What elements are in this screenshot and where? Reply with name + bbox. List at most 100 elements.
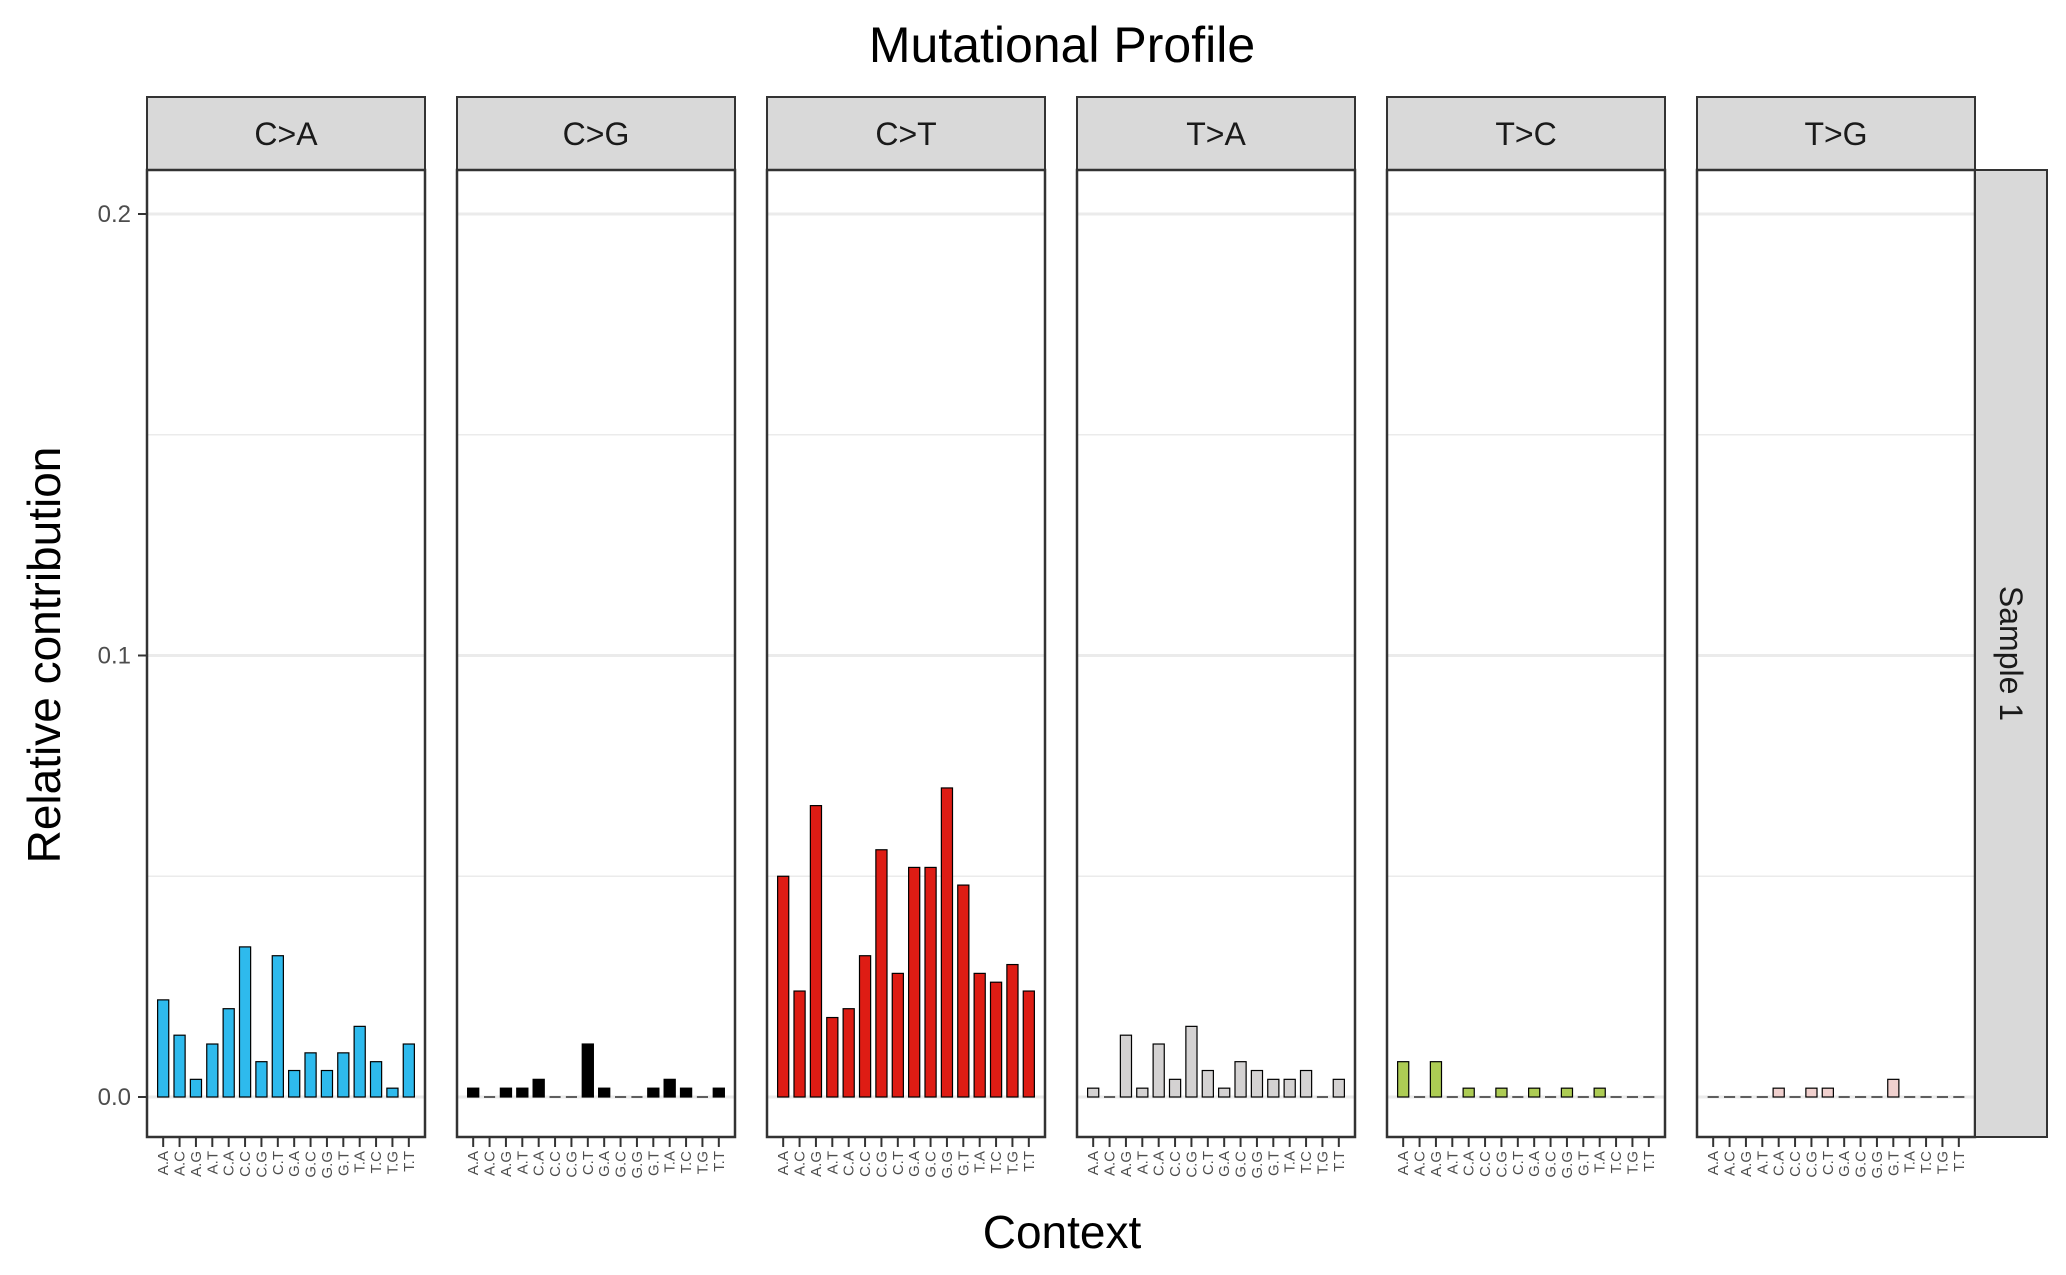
x-tick-label: T.C bbox=[1918, 1151, 1935, 1174]
x-tick-label: A.T bbox=[1754, 1151, 1771, 1174]
bar bbox=[1772, 1087, 1785, 1098]
x-tick-label: T.G bbox=[1624, 1151, 1641, 1174]
bar bbox=[320, 1069, 334, 1098]
x-tick-label: C.C bbox=[237, 1151, 254, 1177]
panel-border bbox=[1385, 168, 1667, 1139]
bar bbox=[532, 1078, 545, 1098]
x-tick-label: T.T bbox=[1021, 1151, 1038, 1172]
bar bbox=[1168, 1078, 1182, 1098]
x-tick-label: T.C bbox=[988, 1151, 1005, 1174]
bar bbox=[1462, 1087, 1475, 1098]
facet-strip bbox=[1696, 96, 1976, 171]
facet-panels: C>AA.A A.C A.G A.T C.A C.C C.G C.T G.A G.C G.G G.T T… bbox=[145, 96, 1977, 1179]
x-tick-label: G.C bbox=[613, 1151, 630, 1178]
bar bbox=[238, 946, 252, 1098]
x-tick-label: A.T bbox=[204, 1151, 221, 1174]
bar bbox=[1821, 1087, 1834, 1098]
panel-border bbox=[1075, 168, 1357, 1139]
facet-panel: C>AA.A A.C A.G A.T C.A C.C C.G C.T G.A G.C G.G G.T T… bbox=[145, 96, 427, 1179]
bar bbox=[1218, 1087, 1231, 1098]
x-tick-label: T.C bbox=[368, 1151, 385, 1174]
y-tick-label: 0.0 bbox=[98, 1084, 131, 1111]
x-tick-label: A.G bbox=[1118, 1151, 1135, 1177]
x-tick-label: A.G bbox=[498, 1151, 515, 1177]
bar bbox=[777, 875, 790, 1098]
bar bbox=[337, 1052, 350, 1098]
facet-strip bbox=[1076, 96, 1356, 171]
x-tick-label: G.T bbox=[645, 1151, 662, 1176]
bar bbox=[1006, 963, 1019, 1098]
bar bbox=[206, 1043, 219, 1098]
bar bbox=[891, 972, 904, 1098]
bar bbox=[826, 1016, 839, 1098]
y-tick-label: 0.1 bbox=[98, 643, 131, 670]
x-tick-label: T.T bbox=[711, 1151, 728, 1172]
x-tick-label: C.T bbox=[1200, 1151, 1217, 1175]
bar bbox=[288, 1069, 301, 1098]
bar bbox=[353, 1025, 366, 1098]
x-tick-label: G.G bbox=[629, 1151, 646, 1179]
x-tick-label: A.C bbox=[792, 1151, 809, 1176]
bar bbox=[1805, 1087, 1818, 1098]
facet-panel: T>GA.A A.C A.G A.T C.A C.C C.G C.T G.A G.C G.G G.T T… bbox=[1695, 96, 1977, 1179]
x-tick-label: A.T bbox=[1444, 1151, 1461, 1174]
x-tick-label: G.C bbox=[1853, 1151, 1870, 1178]
x-tick-label: A.G bbox=[188, 1151, 205, 1177]
panel-border bbox=[765, 168, 1047, 1139]
facet-strip bbox=[1386, 96, 1666, 171]
bar bbox=[1267, 1078, 1280, 1098]
facet-strip bbox=[456, 96, 736, 171]
facet-panel: T>AA.A A.C A.G A.T C.A C.C C.G C.T G.A G.C G.G G.T T… bbox=[1075, 96, 1357, 1179]
bar bbox=[1429, 1061, 1443, 1098]
x-tick-label: C.C bbox=[1477, 1151, 1494, 1177]
bar bbox=[1234, 1061, 1247, 1098]
x-tick-label: C.C bbox=[1167, 1151, 1184, 1177]
x-tick-label: A.C bbox=[482, 1151, 499, 1176]
bar bbox=[1119, 1034, 1133, 1098]
x-tick-label: T.A bbox=[1902, 1151, 1919, 1173]
x-tick-label: T.T bbox=[1951, 1151, 1968, 1172]
x-tick-label: A.C bbox=[1722, 1151, 1739, 1176]
x-tick-label: T.C bbox=[1298, 1151, 1315, 1174]
bar bbox=[1397, 1061, 1410, 1098]
bar bbox=[1136, 1087, 1149, 1098]
panel-background bbox=[1697, 170, 1975, 1137]
bar bbox=[516, 1087, 529, 1098]
bar bbox=[1495, 1087, 1508, 1098]
bar bbox=[499, 1087, 513, 1098]
x-tick-label: G.T bbox=[955, 1151, 972, 1176]
panel-background bbox=[1387, 170, 1665, 1137]
bar bbox=[598, 1087, 611, 1098]
bar bbox=[940, 787, 954, 1098]
chart-title: Mutational Profile bbox=[869, 17, 1255, 73]
bar bbox=[255, 1061, 268, 1098]
x-tick-label: T.A bbox=[662, 1151, 679, 1173]
x-axis-title: Context bbox=[983, 1206, 1142, 1258]
row-strip: Sample 1 bbox=[1974, 169, 2048, 1138]
bar bbox=[1887, 1078, 1900, 1098]
facet-panel: C>GA.A A.C A.G A.T C.A C.C C.G C.T G.A G.C G.G G.T T… bbox=[455, 96, 737, 1179]
facet-strip-label: T>A bbox=[1186, 116, 1246, 152]
x-tick-label: T.A bbox=[352, 1151, 369, 1173]
bar bbox=[1593, 1087, 1606, 1098]
bar bbox=[1201, 1069, 1214, 1098]
x-tick-label: C.C bbox=[547, 1151, 564, 1177]
row-strip-box bbox=[1974, 169, 2048, 1138]
x-tick-label: C.A bbox=[531, 1151, 548, 1176]
x-tick-label: G.G bbox=[1869, 1151, 1886, 1179]
x-tick-label: G.A bbox=[596, 1151, 613, 1177]
bar bbox=[222, 1008, 235, 1098]
facet-panel: C>TA.A A.C A.G A.T C.A C.C C.G C.T G.A G.C G.G G.T T… bbox=[765, 96, 1047, 1179]
bar bbox=[1250, 1069, 1264, 1098]
bar bbox=[1152, 1043, 1165, 1098]
bar bbox=[842, 1008, 855, 1098]
x-tick-label: T.G bbox=[384, 1151, 401, 1174]
x-tick-label: A.C bbox=[172, 1151, 189, 1176]
bar bbox=[989, 981, 1003, 1098]
bar bbox=[1299, 1069, 1313, 1098]
bar bbox=[957, 884, 970, 1098]
bar bbox=[1528, 1087, 1541, 1098]
facet-strip-label: T>C bbox=[1495, 116, 1556, 152]
facet-strip-label: T>G bbox=[1804, 116, 1867, 152]
